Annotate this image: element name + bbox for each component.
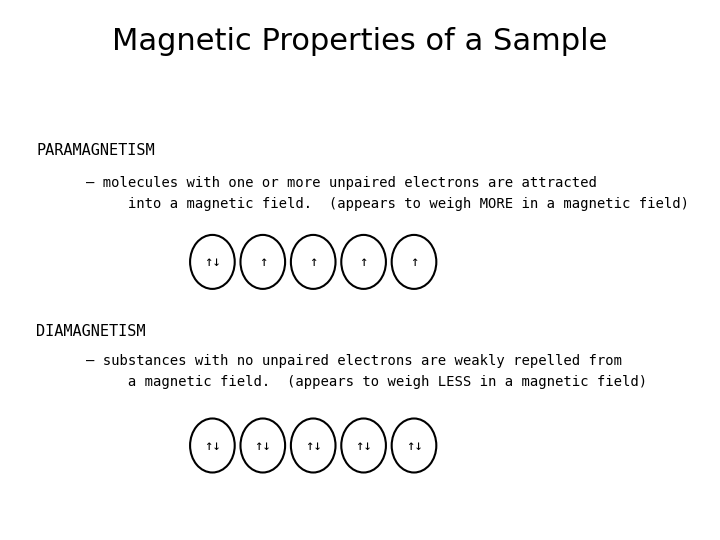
Text: into a magnetic field.  (appears to weigh MORE in a magnetic field): into a magnetic field. (appears to weigh… [86, 197, 690, 211]
Text: ↑: ↑ [359, 255, 368, 269]
Text: PARAMAGNETISM: PARAMAGNETISM [36, 143, 155, 158]
Text: ↑↓: ↑↓ [305, 438, 322, 453]
Text: ↑↓: ↑↓ [355, 438, 372, 453]
Text: DIAMAGNETISM: DIAMAGNETISM [36, 324, 145, 339]
Text: ↑↓: ↑↓ [405, 438, 423, 453]
Text: Magnetic Properties of a Sample: Magnetic Properties of a Sample [112, 27, 608, 56]
Text: a magnetic field.  (appears to weigh LESS in a magnetic field): a magnetic field. (appears to weigh LESS… [86, 375, 647, 389]
Text: ↑: ↑ [410, 255, 418, 269]
Text: – molecules with one or more unpaired electrons are attracted: – molecules with one or more unpaired el… [86, 176, 598, 190]
Text: – substances with no unpaired electrons are weakly repelled from: – substances with no unpaired electrons … [86, 354, 622, 368]
Text: ↑↓: ↑↓ [204, 438, 221, 453]
Text: ↑: ↑ [258, 255, 267, 269]
Text: ↑↓: ↑↓ [254, 438, 271, 453]
Text: ↑: ↑ [309, 255, 318, 269]
Text: ↑↓: ↑↓ [204, 255, 221, 269]
